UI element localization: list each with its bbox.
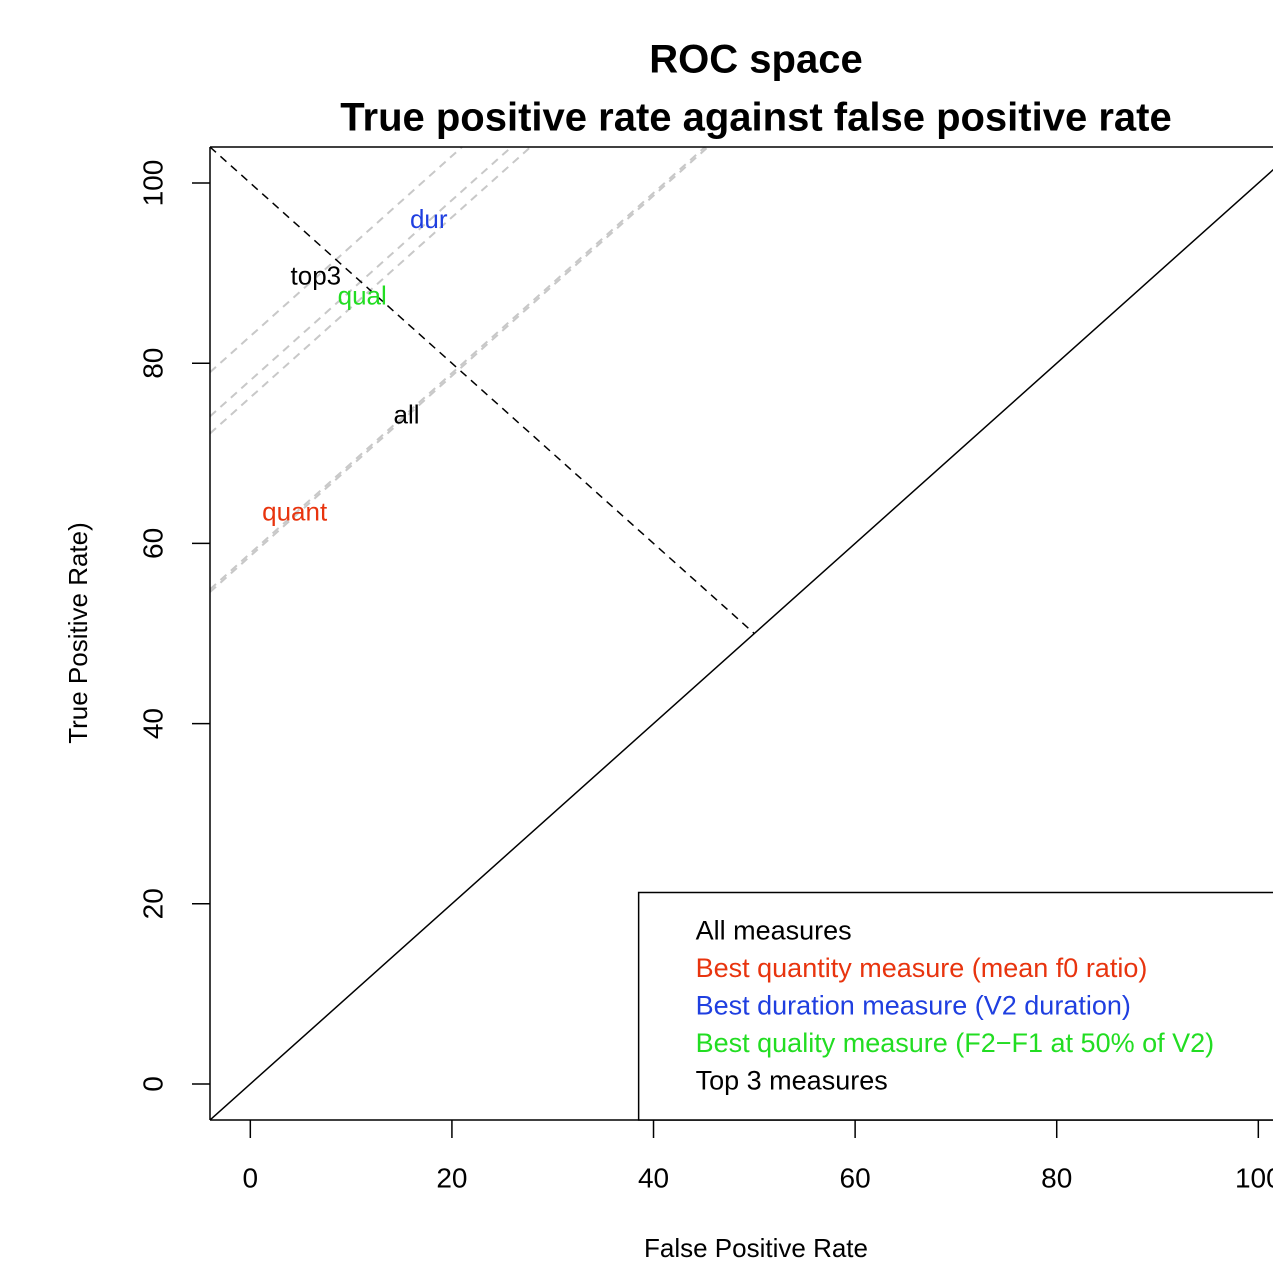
legend-label: Best quality measure (F2−F1 at 50% of V2…	[696, 1028, 1215, 1058]
y-tick-label: 0	[137, 1076, 168, 1092]
legend-label: Best duration measure (V2 duration)	[696, 991, 1131, 1021]
point-label: quant	[262, 497, 328, 527]
x-tick-label: 40	[638, 1162, 669, 1193]
point-label: dur	[410, 204, 448, 234]
y-axis-label: True Positive Rate)	[63, 522, 93, 744]
legend-box	[637, 891, 1273, 1121]
point-label: top3	[291, 261, 342, 291]
y-tick-label: 80	[137, 348, 168, 379]
chart-title: True positive rate against false positiv…	[340, 96, 1171, 140]
point-label: all	[394, 399, 420, 429]
x-tick-label: 0	[243, 1162, 259, 1193]
y-tick-label: 40	[137, 708, 168, 739]
anti-diagonal	[210, 146, 755, 635]
y-tick-label: 100	[137, 160, 168, 207]
legend-label: Best quantity measure (mean f0 ratio)	[696, 953, 1148, 983]
plot-area	[210, 146, 1273, 1120]
x-tick-label: 20	[436, 1162, 467, 1193]
iso-line	[210, 146, 706, 591]
chart-title: ROC space	[649, 38, 862, 82]
x-axis-label: False Positive Rate	[644, 1233, 868, 1263]
y-tick-label: 20	[137, 888, 168, 919]
y-tick-label: 60	[137, 528, 168, 559]
x-tick-label: 80	[1041, 1162, 1072, 1193]
legend-label: Top 3 measures	[696, 1066, 888, 1096]
point-label: qual	[338, 280, 387, 310]
legend-label: All measures	[696, 916, 852, 946]
x-tick-label: 100	[1235, 1162, 1273, 1193]
x-tick-label: 60	[840, 1162, 871, 1193]
